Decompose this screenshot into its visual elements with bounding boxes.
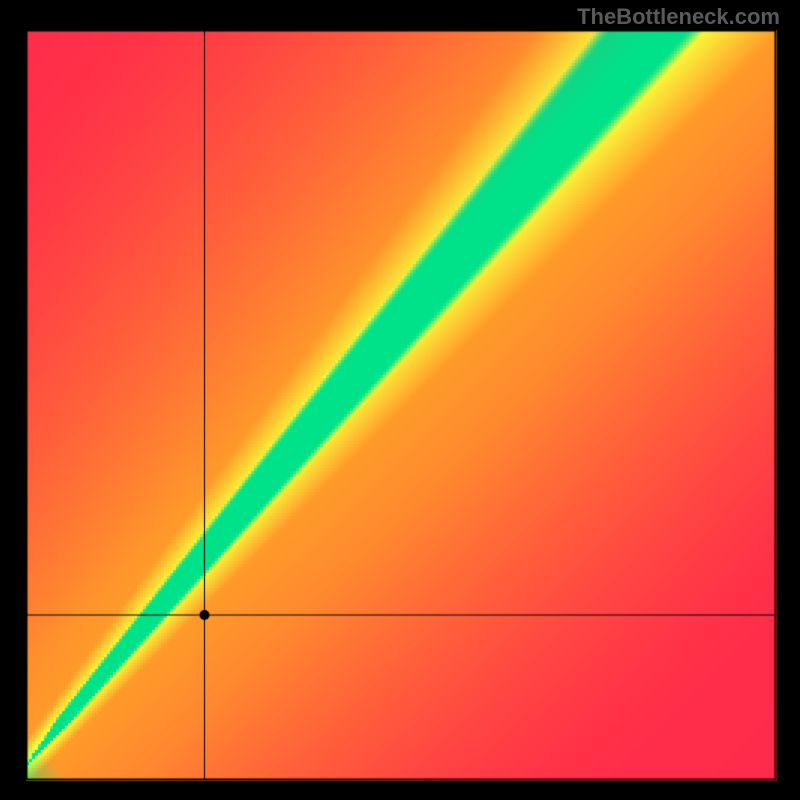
heatmap-canvas	[0, 0, 800, 800]
chart-container: TheBottleneck.com	[0, 0, 800, 800]
watermark-text: TheBottleneck.com	[577, 4, 780, 30]
